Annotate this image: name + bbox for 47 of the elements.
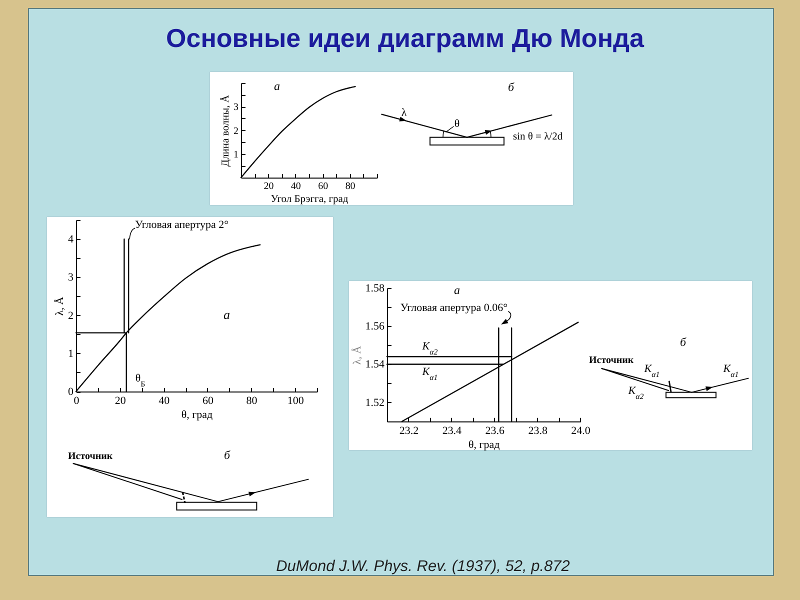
x-tick-label: 80 (345, 180, 356, 192)
reflection-diagram: Источник K$_{α1}$ K$_{α2}$ K$_{α1}$ (589, 355, 749, 400)
x-tick-label: 40 (290, 180, 301, 192)
text: б (680, 335, 687, 349)
annotation: Угловая апертура 0.06° (400, 302, 508, 314)
annotation: а (223, 307, 230, 322)
y-tick-label: 1 (234, 149, 239, 160)
annotation: θ$_{Б}$ (135, 372, 146, 388)
text: б (508, 80, 515, 94)
x-axis-title: θ, град (468, 439, 500, 452)
x-tick-label: 24.0 (570, 425, 591, 438)
y-tick-label: 3 (234, 102, 239, 113)
y-tick-label: 1.52 (364, 397, 384, 410)
x-axis-title: θ, град (181, 409, 214, 422)
x-tick-label: 23.8 (528, 425, 548, 438)
reflection-diagram: λ θ sin θ = λ/2d (381, 107, 563, 146)
text: Основные идеи диаграмм Дю Монда (166, 23, 645, 53)
y-tick-label: 1 (68, 348, 74, 360)
y-tick-label: 1.56 (364, 320, 385, 333)
x-tick-label: 60 (318, 180, 328, 192)
y-tick-label: 1.54 (364, 359, 385, 372)
y-axis-title: λ, Å (350, 346, 363, 365)
x-tick-label: 60 (202, 395, 214, 408)
text: DuMond J.W. Phys. Rev. (1937), 52, p.872 (276, 558, 570, 575)
annotation: а (454, 283, 460, 298)
y-axis-title: Длина волны, Å (220, 94, 232, 166)
annotation: K$_{α2}$ (420, 340, 438, 356)
y-axis-title: λ, Å (53, 296, 66, 316)
y-tick-label: 4 (68, 234, 74, 246)
annotation: K$_{α1}$ (420, 366, 438, 382)
text: б (224, 448, 231, 462)
annotation: Угловая апертура 2° (135, 219, 229, 232)
x-tick-label: 23.4 (442, 425, 462, 438)
y-tick-label: 3 (68, 272, 74, 284)
x-tick-label: 100 (287, 395, 304, 408)
x-tick-label: 20 (114, 395, 126, 408)
x-tick-label: 40 (158, 395, 170, 408)
x-tick-label: 23.6 (484, 425, 505, 438)
x-axis-title: Угол Брэгга, град (270, 194, 349, 205)
x-tick-label: 80 (246, 395, 258, 408)
x-tick-label: 20 (264, 180, 274, 192)
y-tick-label: 0 (68, 386, 74, 398)
y-tick-label: 2 (68, 310, 74, 322)
y-tick-label: 2 (234, 125, 239, 136)
x-tick-label: 23.2 (399, 425, 418, 438)
annotation: а (274, 78, 280, 93)
y-tick-label: 1.58 (364, 282, 385, 295)
